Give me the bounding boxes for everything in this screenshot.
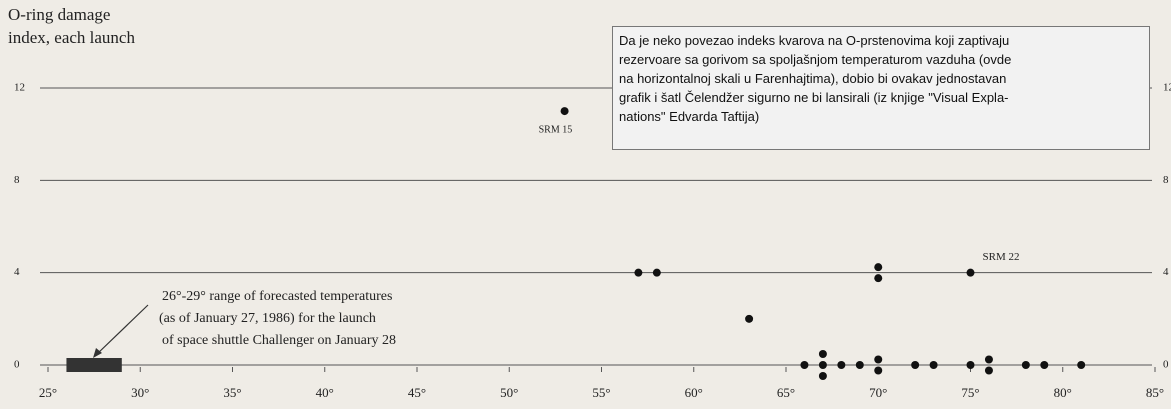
annotation: SRM 15 <box>539 124 573 135</box>
point <box>800 361 809 369</box>
point <box>966 268 975 277</box>
y-tick-label: 0 <box>14 359 20 371</box>
forecast-range <box>66 358 122 372</box>
x-tick-label: 35° <box>223 385 241 400</box>
y-tick-label-right: 8 <box>1163 174 1169 186</box>
x-tick-label: 60° <box>685 385 703 400</box>
y-axis-title: O-ring damage <box>8 5 110 24</box>
point <box>874 274 883 283</box>
point <box>837 361 846 369</box>
point <box>1021 361 1030 369</box>
point <box>966 361 975 369</box>
x-tick-label: 85° <box>1146 385 1164 400</box>
caption-line: na horizontalnoj skali u Farenhajtima), … <box>619 71 1007 86</box>
point <box>818 350 827 358</box>
point <box>1040 361 1049 369</box>
x-tick-label: 30° <box>131 385 149 400</box>
annotation: SRM 22 <box>983 251 1020 263</box>
point <box>818 361 827 369</box>
x-tick-label: 50° <box>500 385 518 400</box>
point <box>874 355 883 364</box>
caption-line: grafik i šatl Čelendžer sigurno ne bi la… <box>619 90 1009 105</box>
forecast-note: of space shuttle Challenger on January 2… <box>162 333 396 348</box>
arrow <box>95 304 149 356</box>
x-tick-label: 70° <box>869 385 887 400</box>
point <box>874 366 883 375</box>
point <box>984 366 993 375</box>
caption-box: Da je neko povezao indeks kvarova na O-p… <box>612 26 1150 150</box>
x-tick-label: 75° <box>961 385 979 400</box>
x-tick-label: 80° <box>1054 385 1072 400</box>
y-tick-label-right: 4 <box>1163 266 1169 278</box>
point <box>560 107 569 116</box>
forecast-note: (as of January 27, 1986) for the launch <box>159 311 376 326</box>
point <box>634 268 643 277</box>
point <box>984 355 993 364</box>
forecast-note: 26°-29° range of forecasted temperatures <box>162 289 392 304</box>
point <box>929 361 938 369</box>
y-tick-label: 4 <box>14 266 20 278</box>
x-tick-label: 55° <box>592 385 610 400</box>
point <box>1077 361 1086 369</box>
point <box>855 361 864 369</box>
x-tick-label: 25° <box>39 385 57 400</box>
caption-line: Da je neko povezao indeks kvarova na O-p… <box>619 33 1010 48</box>
point <box>652 268 661 277</box>
point <box>818 372 827 380</box>
y-axis-title: index, each launch <box>8 28 135 47</box>
y-tick-label: 12 <box>14 82 25 94</box>
point <box>745 314 754 323</box>
y-tick-label-right: 0 <box>1163 359 1169 371</box>
caption-line: rezervoare sa gorivom sa spoljašnjom tem… <box>619 52 1012 67</box>
point <box>911 361 920 369</box>
x-tick-label: 45° <box>408 385 426 400</box>
y-tick-label: 8 <box>14 174 20 186</box>
y-tick-label-right: 12 <box>1163 82 1171 94</box>
x-tick-label: 65° <box>777 385 795 400</box>
point <box>874 263 883 272</box>
arrow-head <box>93 348 102 358</box>
x-tick-label: 40° <box>316 385 334 400</box>
caption-line: nations" Edvarda Taftija) <box>619 109 760 124</box>
